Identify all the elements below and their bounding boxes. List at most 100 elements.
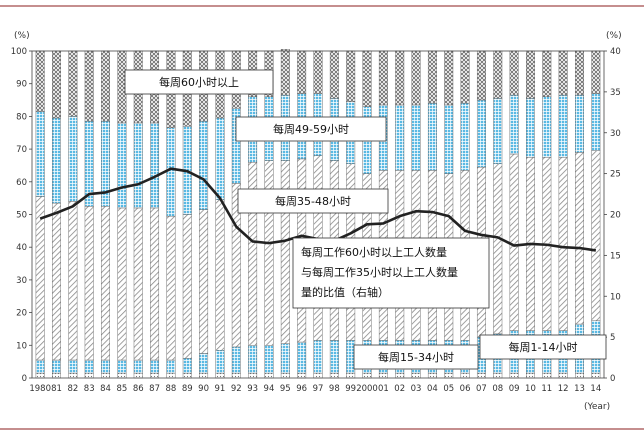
bar-0-6 <box>133 372 143 379</box>
bar-4-25 <box>444 50 454 106</box>
bar-1-10 <box>199 353 209 374</box>
annotation-box-3 <box>292 237 490 309</box>
bar-3-25 <box>444 104 454 174</box>
annotation-label-4-0: 每周15-34小时 <box>378 350 454 364</box>
x-tick-label: 99 <box>345 384 356 394</box>
left-tick-label: 90 <box>16 80 27 90</box>
bar-4-19 <box>346 50 356 102</box>
bar-2-5 <box>117 207 127 361</box>
bar-3-24 <box>427 103 437 171</box>
bar-0-32 <box>558 372 568 379</box>
bar-4-22 <box>395 50 405 106</box>
annotation-box-2 <box>237 188 389 214</box>
bar-3-23 <box>411 104 421 171</box>
bar-3-30 <box>526 98 535 158</box>
x-tick-label: 88 <box>166 384 177 394</box>
bar-0-23 <box>411 372 421 379</box>
bar-0-19 <box>346 372 356 379</box>
bar-0-1 <box>52 372 61 379</box>
bar-1-8 <box>166 359 176 374</box>
bar-0-14 <box>264 372 274 379</box>
right-axis-unit: (%) <box>606 31 622 41</box>
bar-0-5 <box>117 372 127 379</box>
x-tick-label: 03 <box>411 384 422 394</box>
bar-2-32 <box>558 157 568 331</box>
right-tick-label: 0 <box>610 374 615 384</box>
bar-2-6 <box>133 207 143 361</box>
bar-4-3 <box>84 50 94 122</box>
bar-4-21 <box>378 50 388 106</box>
bar-3-26 <box>460 103 470 171</box>
bar-1-6 <box>133 359 143 374</box>
annotation-layer: 每周60小时以上每周49-59小时每周35-48小时每周工作60小时以上工人数量… <box>124 69 607 370</box>
x-tick-label: 96 <box>296 384 307 394</box>
bar-1-17 <box>313 340 323 374</box>
bar-3-33 <box>575 94 584 153</box>
x-tick-label: 2000 <box>356 384 378 394</box>
bar-4-34 <box>591 50 601 94</box>
annotation-box-1 <box>235 116 387 142</box>
annotation-label-0-0: 每周60小时以上 <box>159 75 239 89</box>
bar-4-32 <box>558 50 568 96</box>
bar-1-7 <box>150 359 160 374</box>
bar-4-33 <box>575 50 584 96</box>
bar-2-1 <box>52 202 61 361</box>
x-tick-label: 84 <box>100 384 111 394</box>
bar-3-34 <box>591 93 601 151</box>
x-tick-label: 94 <box>264 384 275 394</box>
x-axis-unit: (Year) <box>584 402 610 412</box>
annotation-label-3-1: 与每周工作35小时以上工人数量 <box>301 265 458 279</box>
x-tick-label: 05 <box>443 384 454 394</box>
bar-0-4 <box>101 372 110 379</box>
x-tick-label: 13 <box>574 384 585 394</box>
x-tick-label: 11 <box>541 384 552 394</box>
bar-0-18 <box>329 372 339 379</box>
bar-1-2 <box>68 359 78 374</box>
bar-1-16 <box>297 341 307 374</box>
bar-0-34 <box>591 372 601 379</box>
bar-2-2 <box>68 201 78 361</box>
bar-0-22 <box>395 372 405 379</box>
bar-1-0 <box>35 359 45 374</box>
bar-4-28 <box>493 50 503 99</box>
bar-0-27 <box>476 372 486 379</box>
bar-0-7 <box>150 372 160 379</box>
bar-0-2 <box>68 372 78 379</box>
right-tick-label: 10 <box>610 292 621 302</box>
bar-4-27 <box>476 50 486 101</box>
x-tick-label: 91 <box>215 384 226 394</box>
bar-3-7 <box>150 122 160 209</box>
bar-2-34 <box>591 150 601 321</box>
annotation-label-1-0: 每周49-59小时 <box>273 122 349 136</box>
bar-0-3 <box>84 372 94 379</box>
x-tick-label: 14 <box>590 384 601 394</box>
right-tick-label: 25 <box>610 170 621 180</box>
bar-0-8 <box>166 372 176 379</box>
bar-0-33 <box>575 372 584 379</box>
bar-4-0 <box>35 50 45 112</box>
left-tick-label: 60 <box>16 178 27 188</box>
bar-2-8 <box>166 215 176 361</box>
bar-1-5 <box>117 359 127 374</box>
bar-4-18 <box>329 50 339 99</box>
bar-3-1 <box>52 117 61 204</box>
bar-4-4 <box>101 50 110 122</box>
bar-2-29 <box>509 153 519 331</box>
x-tick-label: 06 <box>460 384 471 394</box>
right-tick-label: 40 <box>610 47 621 57</box>
annotation-label-3-0: 每周工作60小时以上工人数量 <box>301 245 447 259</box>
bar-layer <box>35 49 601 379</box>
bar-4-15 <box>280 49 290 96</box>
bar-3-5 <box>117 122 127 209</box>
bar-2-33 <box>575 152 584 325</box>
left-tick-label: 0 <box>22 374 27 384</box>
bar-2-0 <box>35 196 45 361</box>
left-tick-label: 80 <box>16 112 27 122</box>
bar-3-0 <box>35 111 45 197</box>
bar-3-2 <box>68 116 78 202</box>
bar-0-25 <box>444 372 454 379</box>
x-tick-label: 81 <box>51 384 62 394</box>
x-tick-label: 86 <box>133 384 144 394</box>
